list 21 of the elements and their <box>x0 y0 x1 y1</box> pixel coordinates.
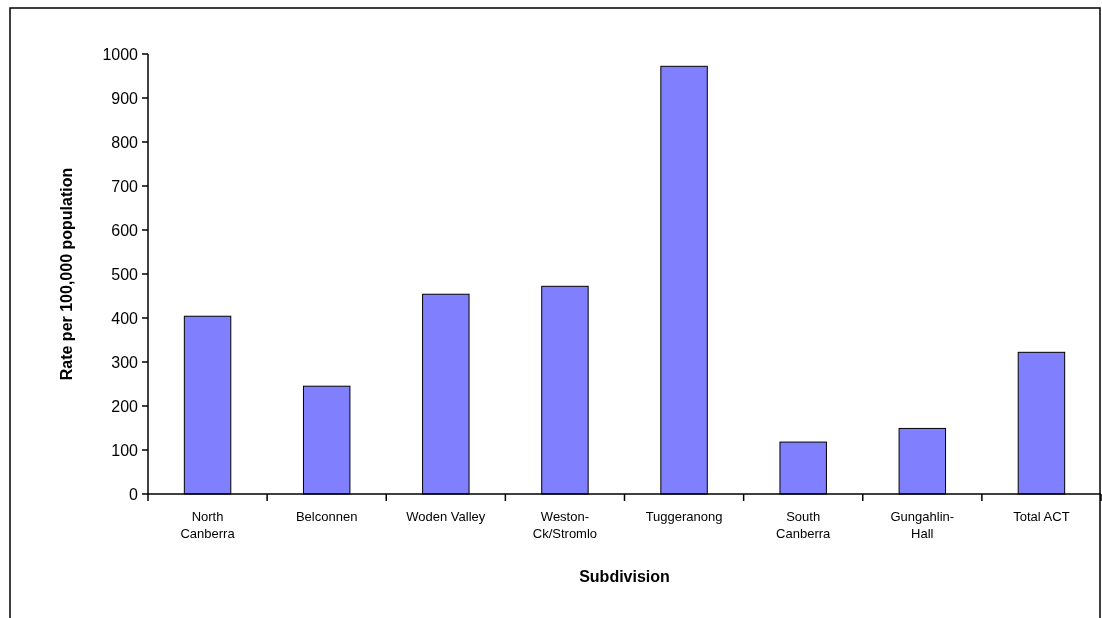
y-tick-label: 500 <box>111 265 139 283</box>
y-tick-label: 200 <box>111 397 139 415</box>
y-tick-label: 900 <box>111 89 139 107</box>
x-tick-label: South Canberra <box>776 509 832 541</box>
y-tick-label: 1000 <box>102 45 139 63</box>
y-tick-label: 600 <box>111 221 139 239</box>
y-tick-label: 700 <box>111 177 139 195</box>
x-axis-title: Subdivision <box>579 568 670 585</box>
x-tick-label: Weston-Ck/Stromlo <box>532 509 598 541</box>
x-tick-label: Gungahlin-Hall <box>890 509 955 541</box>
y-tick-label: 800 <box>111 133 139 151</box>
x-tick-label: Total ACT <box>1013 509 1070 524</box>
y-tick-label: 300 <box>111 353 139 371</box>
y-axis-title: Rate per 100,000 population <box>58 167 75 381</box>
x-tick-label: Belconnen <box>295 509 358 524</box>
x-tick-label: North Canberra <box>180 509 236 541</box>
y-tick-label: 0 <box>129 485 139 503</box>
y-tick-label: 400 <box>111 309 139 327</box>
x-tick-label: Tuggeranong <box>645 509 723 524</box>
y-tick-label: 100 <box>111 441 139 459</box>
x-tick-label: Woden Valley <box>406 509 486 524</box>
